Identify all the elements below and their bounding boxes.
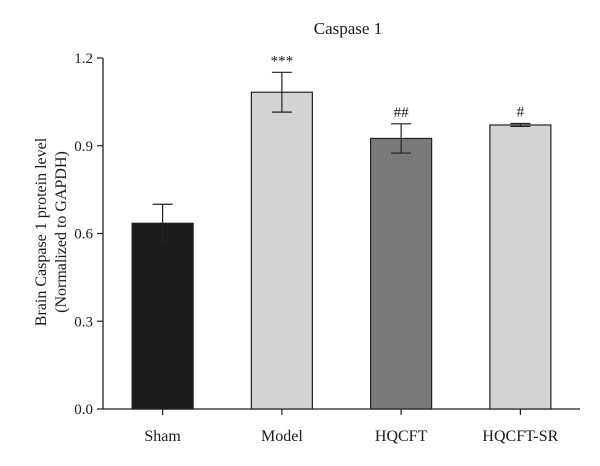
y-axis-label: Brain Caspase 1 protein level (Normalize…	[33, 137, 70, 326]
bar	[370, 137, 433, 410]
x-tick-label: Model	[261, 428, 303, 445]
y-tick-label: 0.9	[74, 139, 93, 155]
bar	[250, 91, 313, 410]
x-tick-label: Sham	[144, 428, 181, 445]
significance-label: ##	[394, 105, 410, 121]
y-axis-label-line-1: Brain Caspase 1 protein level	[33, 137, 50, 326]
significance-label: ***	[271, 53, 294, 69]
significance-label: #	[517, 105, 525, 121]
y-tick-label: 0.6	[74, 227, 93, 243]
bar	[489, 124, 552, 410]
y-tick-label: 1.2	[74, 51, 93, 67]
chart-title: Caspase 1	[314, 19, 382, 38]
y-tick-label: 0.0	[74, 402, 93, 418]
x-tick-label: HQCFT-SR	[482, 428, 558, 445]
y-tick-label: 0.3	[74, 314, 93, 330]
x-tick-label: HQCFT	[375, 428, 428, 445]
plot-area: 0.0 0.3 0.6 0.9 1.2 Sham *** Model ## HQCFT # HQCFT…	[74, 51, 580, 445]
y-axis-label-line-2: (Normalized to GAPDH)	[53, 151, 70, 313]
bar	[131, 222, 194, 410]
